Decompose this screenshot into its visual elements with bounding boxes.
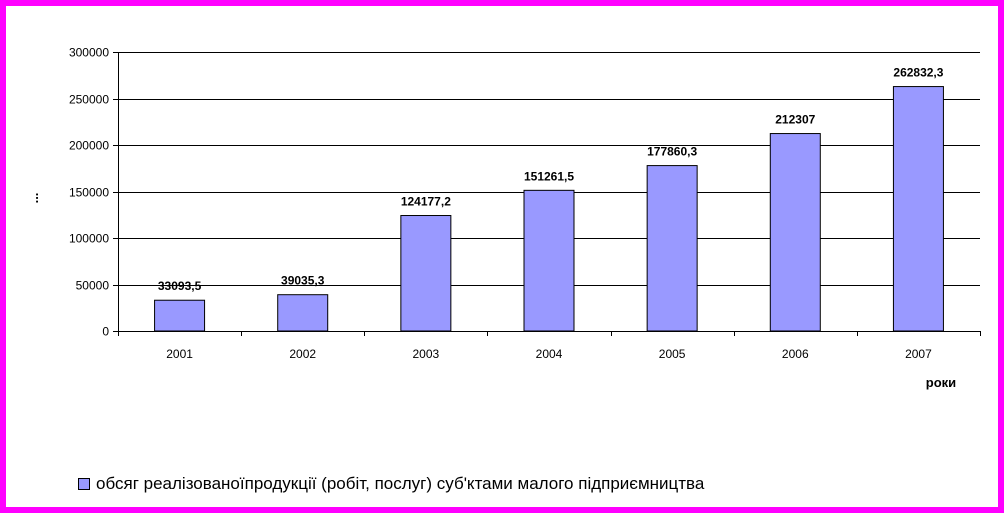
bar-2005	[646, 165, 698, 332]
bar-2001	[154, 299, 206, 332]
y-tick-label: 150000	[69, 186, 109, 200]
x-axis-title: роки	[926, 375, 956, 390]
bar-2006	[769, 133, 821, 332]
legend: обсяг реалізованоїпродукції (робіт, посл…	[78, 474, 704, 494]
y-tick-label: 50000	[76, 279, 110, 293]
x-tick-label: 2004	[536, 347, 563, 361]
data-label-2005: 177860,3	[647, 145, 697, 159]
y-tick-label: 0	[102, 325, 109, 339]
legend-label: обсяг реалізованоїпродукції (робіт, посл…	[96, 474, 705, 493]
x-tick-label: 2005	[659, 347, 686, 361]
x-tick-label: 2006	[782, 347, 809, 361]
y-axis-title: ...	[26, 193, 41, 204]
axes: 0 50000 100000 150000 200000 250000 300000 2001…	[69, 46, 981, 361]
data-label-2006: 212307	[775, 113, 815, 127]
x-tick-label: 2002	[289, 347, 316, 361]
y-tick-label: 250000	[69, 93, 109, 107]
bar-2002	[277, 294, 329, 332]
x-tick-label: 2001	[166, 347, 193, 361]
y-tick-label: 300000	[69, 46, 109, 60]
x-tick-label: 2007	[905, 347, 932, 361]
legend-swatch	[78, 478, 90, 490]
bar-2004	[523, 189, 575, 332]
data-label-2001: 33093,5	[158, 279, 202, 293]
data-labels: 33093,5 39035,3 124177,2 151261,5 177860,3 21…	[158, 66, 944, 294]
y-tick-label: 100000	[69, 232, 109, 246]
x-tick-label: 2003	[413, 347, 440, 361]
data-label-2002: 39035,3	[281, 274, 325, 288]
data-label-2003: 124177,2	[401, 195, 451, 209]
bar-2007	[892, 86, 944, 332]
data-label-2007: 262832,3	[893, 66, 943, 80]
bar-2003	[400, 215, 452, 332]
data-label-2004: 151261,5	[524, 169, 574, 183]
y-tick-label: 200000	[69, 139, 109, 153]
bars	[154, 86, 944, 332]
gridlines	[118, 52, 980, 286]
